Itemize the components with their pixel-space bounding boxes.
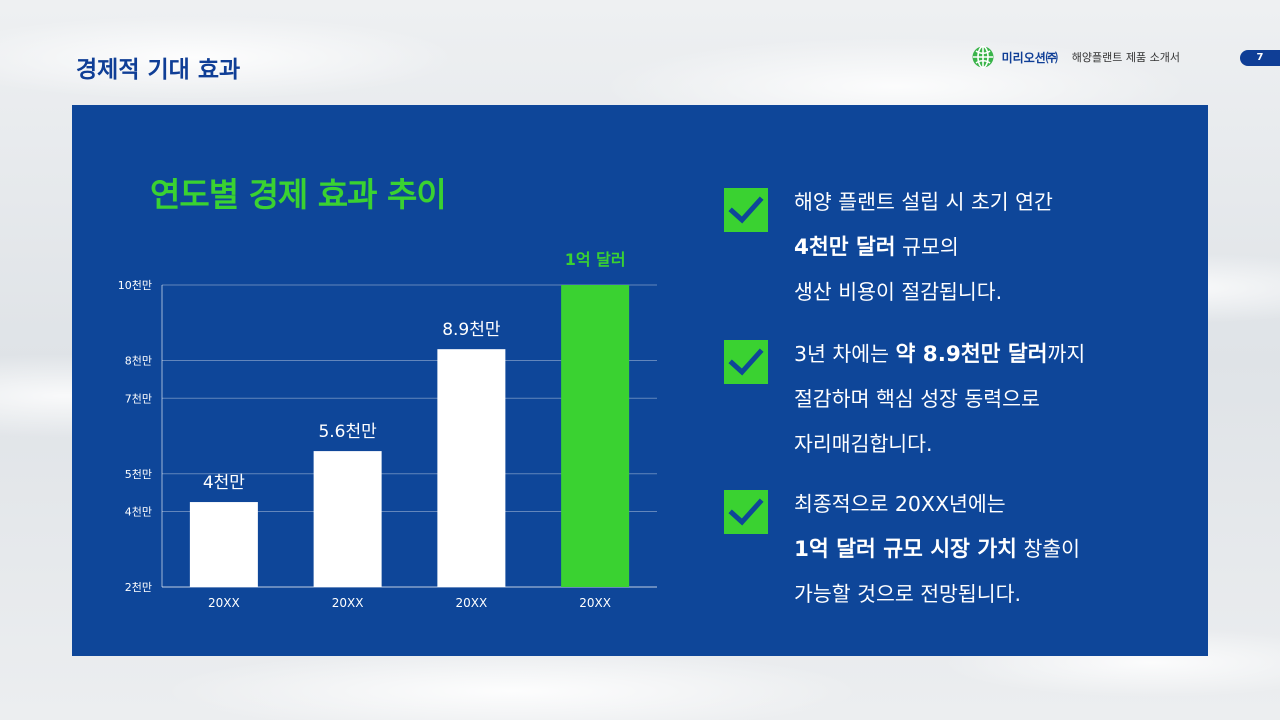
y-tick-label: 10천만 — [118, 278, 152, 292]
bar-chart: 2천만 4천만 5천만 7천만 8천만 10천만 4천만 20XX 5.6천만 20XX 8.9천만… — [118, 250, 657, 610]
y-tick-label: 7천만 — [125, 391, 152, 405]
bullet-line: 최종적으로 20XX년에는 — [794, 482, 1080, 527]
y-tick-label: 2천만 — [125, 580, 152, 594]
check-icon — [724, 490, 768, 534]
bullet-line: 1억 달러 규모 시장 가치 창출이 — [794, 527, 1080, 572]
chart-title: 연도별 경제 효과 추이 — [150, 175, 447, 214]
bullet-segment: 생산 비용이 절감됩니다. — [794, 280, 1003, 304]
data-label: 5.6천만 — [318, 422, 377, 442]
bullet-segment: 최종적으로 20XX년에는 — [794, 492, 1006, 516]
bullet-segment: 창출이 — [1016, 537, 1081, 561]
bullet-segment: 해양 플랜트 설립 시 초기 연간 — [794, 190, 1053, 214]
bar — [437, 349, 506, 587]
bullet-line: 4천만 달러 규모의 — [794, 225, 1053, 270]
bullet-segment: 가능할 것으로 전망됩니다. — [794, 582, 1022, 606]
bullet-line: 3년 차에는 약 8.9천만 달러까지 — [794, 332, 1085, 377]
bar — [561, 285, 630, 587]
content-panel — [72, 105, 1208, 656]
bullet-line: 가능할 것으로 전망됩니다. — [794, 572, 1080, 617]
data-label: 8.9천만 — [442, 320, 501, 340]
check-icon — [724, 188, 768, 232]
bullet-segment: 3년 차에는 — [794, 342, 896, 366]
brand: 미리오션㈜ 해양플랜트 제품 소개서 — [972, 46, 1180, 68]
bullet-segment: 자리매김합니다. — [794, 432, 933, 456]
page-number: 7 — [1240, 50, 1280, 66]
y-tick-label: 5천만 — [125, 467, 152, 481]
brand-name: 미리오션㈜ — [1001, 50, 1058, 65]
x-tick-label: 20XX — [456, 596, 488, 610]
bullet-line: 해양 플랜트 설립 시 초기 연간 — [794, 180, 1053, 225]
bar — [313, 451, 382, 587]
bullet-line: 절감하며 핵심 성장 동력으로 — [794, 377, 1085, 422]
x-tick-label: 20XX — [332, 596, 364, 610]
data-label: 1억 달러 — [565, 250, 626, 269]
data-label: 4천만 — [203, 473, 245, 493]
doc-title: 해양플랜트 제품 소개서 — [1071, 51, 1180, 64]
bullet-segment: 까지 — [1047, 342, 1086, 366]
bullet-emphasis: 1억 달러 규모 시장 가치 — [794, 537, 1017, 562]
bullet-line: 자리매김합니다. — [794, 422, 1085, 467]
bullet-segment: 규모의 — [895, 235, 959, 259]
x-tick-label: 20XX — [579, 596, 611, 610]
bullet-line: 생산 비용이 절감됩니다. — [794, 270, 1053, 315]
bar — [189, 502, 258, 587]
globe-logo-icon — [972, 46, 994, 68]
bullet-emphasis: 4천만 달러 — [794, 235, 896, 260]
x-tick-label: 20XX — [208, 596, 240, 610]
y-tick-label: 4천만 — [125, 505, 152, 519]
check-icon — [724, 340, 768, 384]
bullet-segment: 절감하며 핵심 성장 동력으로 — [794, 387, 1040, 411]
page-title: 경제적 기대 효과 — [76, 57, 241, 83]
y-tick-label: 8천만 — [125, 354, 152, 368]
bullet-emphasis: 약 8.9천만 달러 — [895, 342, 1048, 367]
